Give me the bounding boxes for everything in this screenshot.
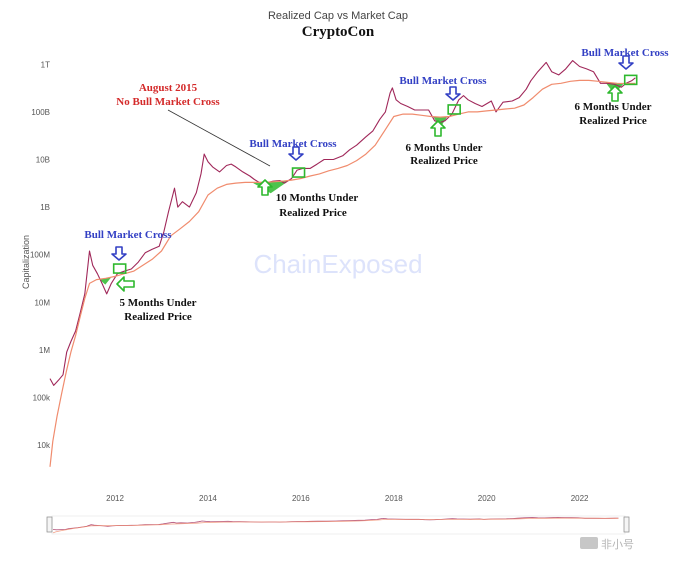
cross-markers [112, 74, 638, 274]
footer-logo-text: 非小号 [601, 538, 634, 551]
x-tick-label: 2018 [385, 494, 403, 503]
footer-logo: 非小号 [580, 537, 634, 551]
chart-subtitle: Realized Cap vs Market Cap [268, 10, 408, 22]
annotation-label: Bull Market Cross [399, 75, 487, 87]
y-tick-label: 10B [36, 156, 50, 165]
annotation-label: Bull Market Cross [84, 229, 172, 241]
bull-cross-marker [447, 104, 461, 115]
y-axis-label: Capitalization [21, 235, 31, 289]
realized-cap-line [49, 79, 636, 467]
x-tick-label: 2020 [478, 494, 496, 503]
annotation-label: Bull Market Cross [249, 138, 337, 150]
arrow-down-icon [288, 146, 304, 161]
x-ticks: 2012 2014 2016 2018 2020 2022 [106, 494, 589, 503]
y-ticks: 10k 100k 1M 10M 100M 1B 10B 100B 1T [30, 60, 51, 450]
annotation-label: Realized Price [410, 155, 478, 167]
annotation-label: 5 Months Under [119, 297, 196, 309]
arrow-up-icon [257, 179, 273, 196]
annotation-label: Realized Price [279, 207, 347, 219]
annotation-label: 6 Months Under [405, 142, 482, 154]
bull-cross-marker [112, 263, 127, 274]
chart-title: CryptoCon [302, 24, 375, 40]
arrow-down-icon [618, 55, 634, 70]
y-tick-label: 1B [40, 203, 50, 212]
x-tick-label: 2012 [106, 494, 124, 503]
arrow-down-icon [111, 246, 127, 261]
watermark: ChainExposed [253, 249, 422, 279]
arrow-up-icon [430, 120, 446, 137]
annotation-label: Realized Price [124, 311, 192, 323]
arrow-up-icon [607, 85, 623, 102]
bull-cross-marker [291, 167, 306, 178]
annotation-label: 10 Months Under [276, 192, 359, 204]
x-tick-label: 2014 [199, 494, 217, 503]
leader-line [167, 109, 271, 167]
footer-logo-mark [580, 537, 598, 549]
navigator-handle-left[interactable] [46, 516, 53, 533]
y-tick-label: 10M [34, 298, 50, 307]
x-tick-label: 2016 [292, 494, 310, 503]
navigator-handle-right[interactable] [623, 516, 630, 533]
arrow-left-icon [116, 276, 135, 292]
y-tick-label: 100k [33, 394, 51, 403]
x-tick-label: 2022 [571, 494, 589, 503]
bull-cross-marker [623, 74, 638, 86]
navigator-line [52, 517, 619, 534]
navigator[interactable] [46, 515, 630, 535]
annotation-label: No Bull Market Cross [116, 96, 220, 108]
y-tick-label: 100M [30, 251, 50, 260]
annotation-label: Bull Market Cross [581, 47, 669, 59]
y-tick-label: 10k [37, 441, 51, 450]
series-lines [49, 60, 636, 467]
annotation-label: Realized Price [579, 115, 647, 127]
y-tick-label: 100B [31, 108, 50, 117]
y-tick-label: 1T [41, 60, 50, 69]
market-cap-line [49, 60, 636, 386]
arrow-down-icon [445, 86, 461, 101]
navigator-preview [52, 516, 619, 534]
annotation-labels: August 2015 No Bull Market Cross Bull Mark… [84, 47, 669, 323]
annotation-label: 6 Months Under [574, 101, 651, 113]
annotation-label: August 2015 [139, 82, 198, 94]
y-tick-label: 1M [39, 346, 50, 355]
annotation-arrows [111, 55, 634, 292]
